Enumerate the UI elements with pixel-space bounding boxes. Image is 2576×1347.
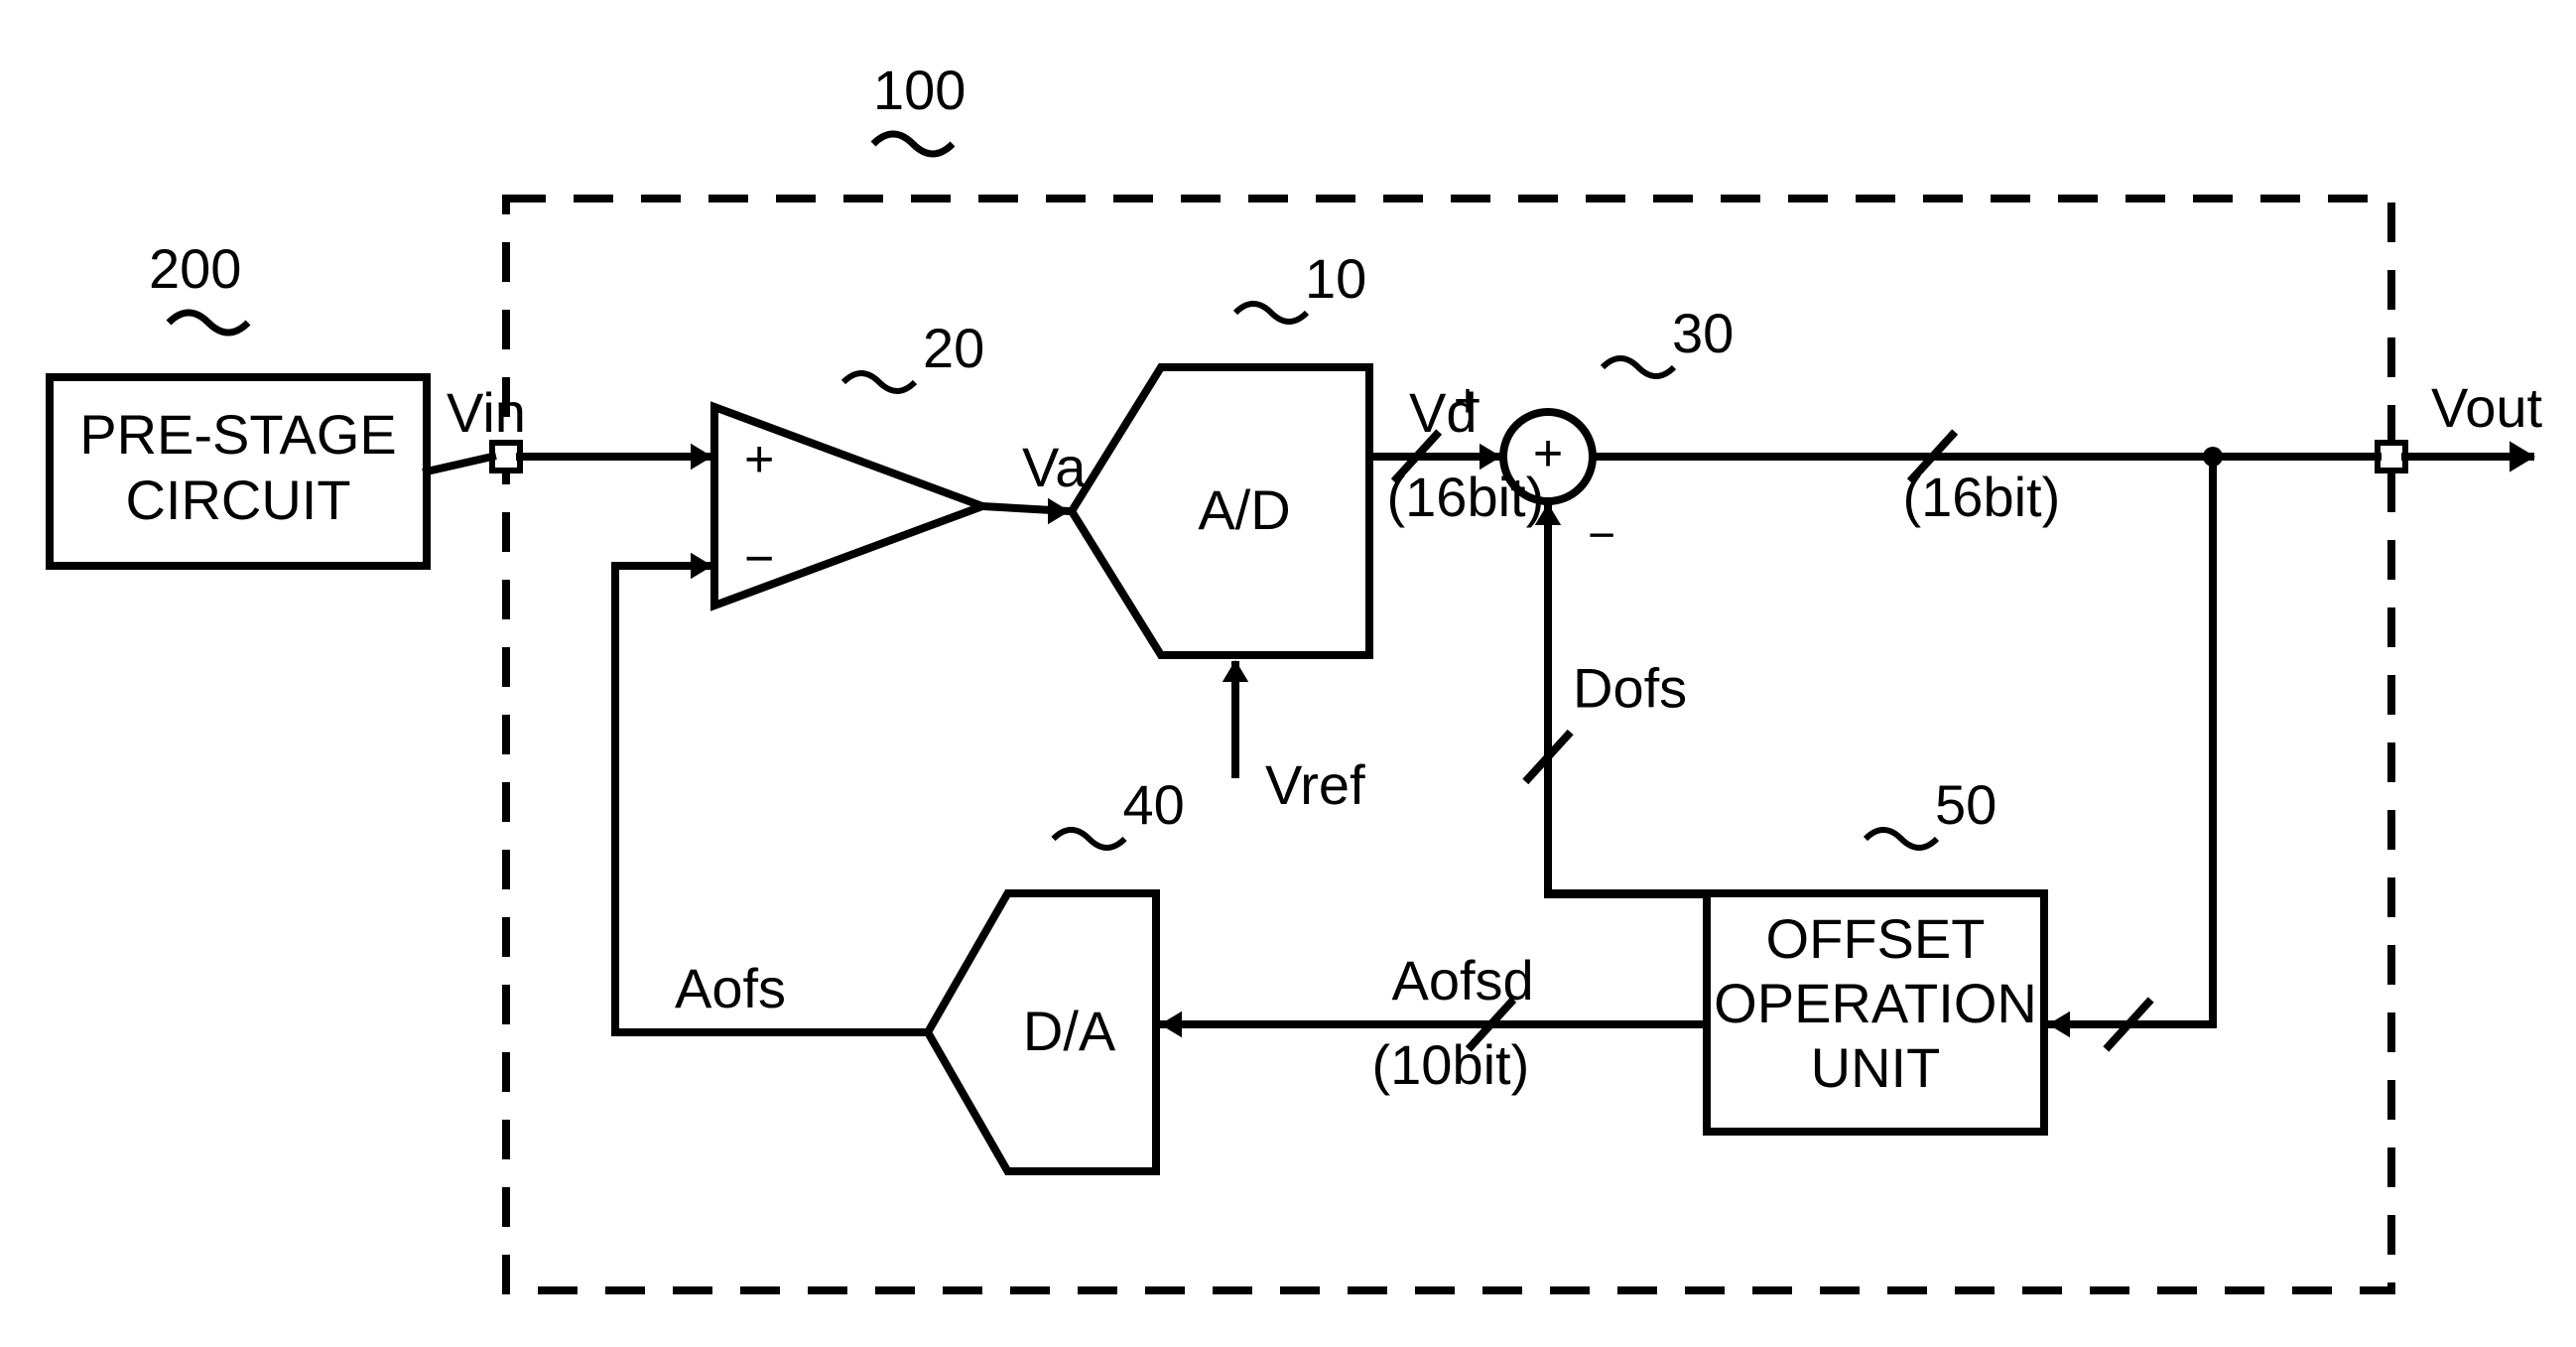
summer-minus: − [1588,509,1615,562]
prestage-ref: 200 [149,237,241,300]
vout-port [2378,443,2405,471]
bit10-label: (10bit) [1372,1033,1530,1096]
prestage-line1: PRE-STAGE [79,403,396,466]
vin-port [492,443,520,471]
dac-ref: 40 [1123,773,1185,836]
dofs-label: Dofs [1573,657,1687,720]
vout-label: Vout [2431,376,2543,439]
aofsd-label: Aofsd [1392,949,1534,1011]
summer-ref: 30 [1672,302,1734,364]
bit16-label-1: (16bit) [1387,466,1545,528]
main-block-boundary [506,199,2391,1290]
offset-line2: OPERATION [1714,972,2037,1034]
bit16-label-2: (16bit) [1903,466,2061,528]
offset-line3: UNIT [1811,1036,1941,1099]
offset-line1: OFFSET [1766,907,1986,970]
amp-plus: + [744,431,774,488]
aofs-label: Aofs [675,957,786,1019]
va-label: Va [1022,436,1087,498]
amp-minus: − [744,530,774,588]
main-ref: 100 [873,59,966,121]
prestage-line2: CIRCUIT [125,469,350,531]
adc-ref: 10 [1305,247,1366,310]
offset-ref: 50 [1935,773,1996,836]
vd-label: Vd [1409,381,1478,444]
vref-label: Vref [1265,753,1365,816]
adc-label: A/D [1198,478,1290,541]
vin-label: Vin [447,381,526,444]
dac-label: D/A [1023,1000,1116,1062]
subamp-ref: 20 [923,317,984,379]
